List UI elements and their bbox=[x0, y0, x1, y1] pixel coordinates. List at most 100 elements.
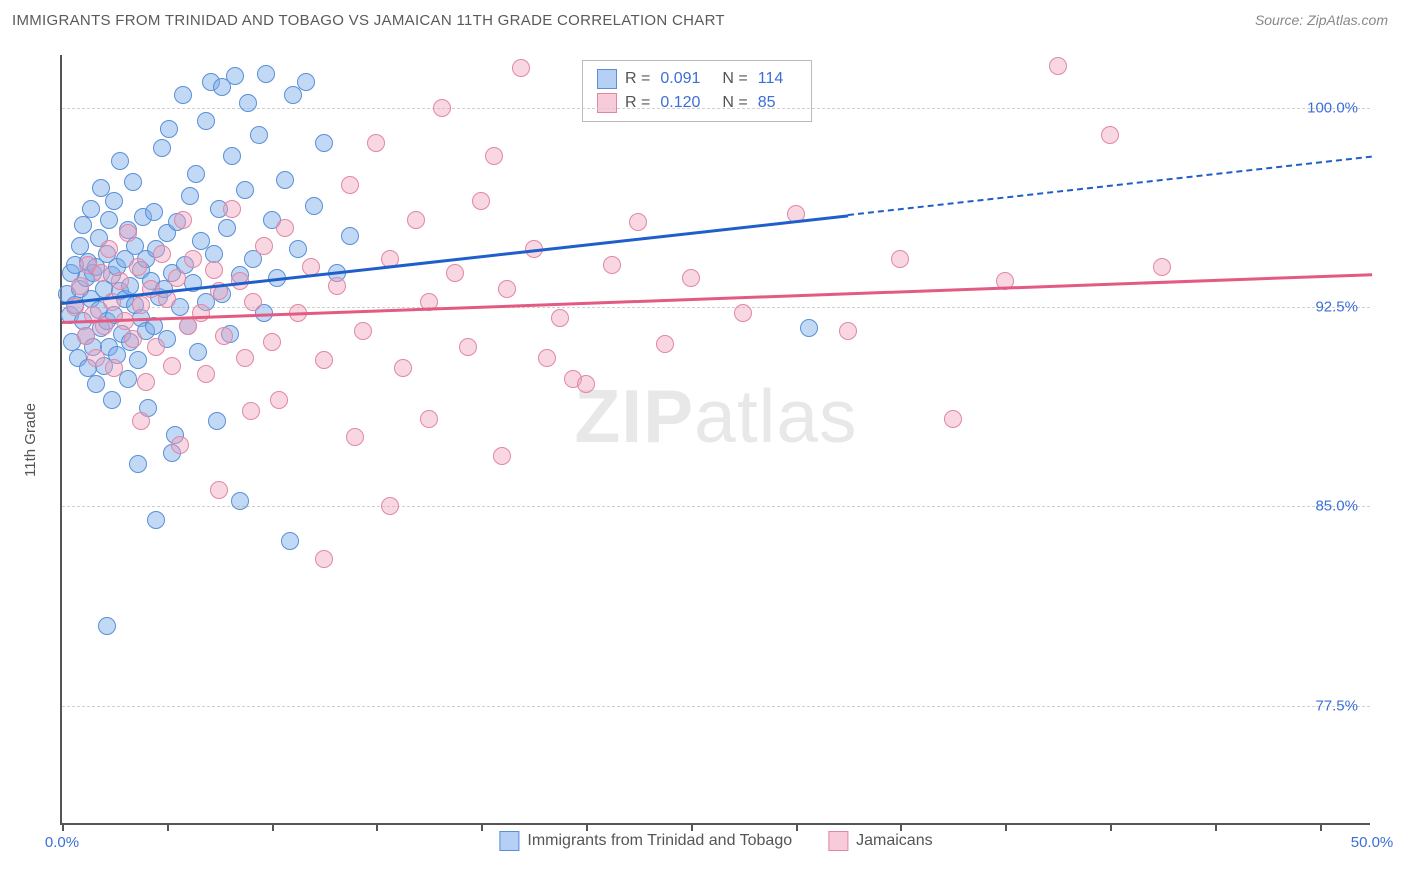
x-tick-mark bbox=[691, 823, 693, 831]
x-tick-mark bbox=[376, 823, 378, 831]
scatter-point bbox=[341, 227, 359, 245]
scatter-point bbox=[163, 357, 181, 375]
scatter-point bbox=[129, 455, 147, 473]
scatter-point bbox=[682, 269, 700, 287]
x-tick-mark bbox=[796, 823, 798, 831]
scatter-point bbox=[82, 200, 100, 218]
scatter-point bbox=[407, 211, 425, 229]
gridline-h bbox=[62, 706, 1370, 707]
scatter-point bbox=[800, 319, 818, 337]
scatter-point bbox=[305, 197, 323, 215]
series-legend-item-1: Jamaicans bbox=[828, 831, 932, 851]
legend-row-series-1: R = 0.120 N = 85 bbox=[597, 91, 797, 115]
scatter-point bbox=[242, 402, 260, 420]
x-tick-mark bbox=[586, 823, 588, 831]
x-tick-mark bbox=[167, 823, 169, 831]
scatter-point bbox=[1153, 258, 1171, 276]
scatter-point bbox=[189, 343, 207, 361]
x-tick-mark bbox=[481, 823, 483, 831]
scatter-point bbox=[145, 203, 163, 221]
scatter-point bbox=[210, 481, 228, 499]
x-tick-label: 50.0% bbox=[1351, 834, 1394, 851]
x-tick-mark bbox=[272, 823, 274, 831]
source-attribution: Source: ZipAtlas.com bbox=[1255, 12, 1388, 28]
legend-n-label-0: N = bbox=[722, 70, 747, 88]
scatter-point bbox=[498, 280, 516, 298]
series-legend-swatch-1 bbox=[828, 831, 848, 851]
series-legend-swatch-0 bbox=[499, 831, 519, 851]
scatter-point bbox=[103, 391, 121, 409]
scatter-point bbox=[105, 359, 123, 377]
scatter-point bbox=[250, 126, 268, 144]
scatter-point bbox=[124, 173, 142, 191]
source-label: Source: bbox=[1255, 12, 1303, 28]
watermark-atlas: atlas bbox=[694, 374, 857, 458]
scatter-point bbox=[174, 211, 192, 229]
scatter-point bbox=[218, 219, 236, 237]
scatter-point bbox=[77, 327, 95, 345]
scatter-point bbox=[551, 309, 569, 327]
y-tick-label: 85.0% bbox=[1315, 498, 1358, 515]
series-legend-item-0: Immigrants from Trinidad and Tobago bbox=[499, 831, 792, 851]
scatter-point bbox=[381, 497, 399, 515]
x-tick-mark bbox=[1320, 823, 1322, 831]
scatter-point bbox=[734, 304, 752, 322]
scatter-point bbox=[315, 550, 333, 568]
scatter-point bbox=[179, 317, 197, 335]
scatter-point bbox=[205, 261, 223, 279]
source-value: ZipAtlas.com bbox=[1307, 12, 1388, 28]
scatter-point bbox=[147, 338, 165, 356]
scatter-point bbox=[315, 134, 333, 152]
x-tick-mark bbox=[1110, 823, 1112, 831]
scatter-point bbox=[346, 428, 364, 446]
scatter-point bbox=[281, 532, 299, 550]
legend-r-label-1: R = bbox=[625, 94, 650, 112]
scatter-point bbox=[187, 165, 205, 183]
scatter-point bbox=[289, 240, 307, 258]
scatter-point bbox=[263, 333, 281, 351]
scatter-point bbox=[231, 492, 249, 510]
scatter-point bbox=[197, 112, 215, 130]
series-legend-label-0: Immigrants from Trinidad and Tobago bbox=[527, 832, 792, 850]
scatter-point bbox=[98, 617, 116, 635]
scatter-point bbox=[255, 237, 273, 255]
scatter-point bbox=[577, 375, 595, 393]
scatter-point bbox=[100, 211, 118, 229]
scatter-point bbox=[297, 73, 315, 91]
scatter-point bbox=[944, 410, 962, 428]
scatter-point bbox=[394, 359, 412, 377]
scatter-point bbox=[485, 147, 503, 165]
scatter-point bbox=[147, 511, 165, 529]
scatter-point bbox=[276, 171, 294, 189]
scatter-point bbox=[129, 258, 147, 276]
x-tick-mark bbox=[62, 823, 64, 831]
y-axis-label: 11th Grade bbox=[22, 403, 39, 477]
scatter-point bbox=[181, 187, 199, 205]
scatter-point bbox=[493, 447, 511, 465]
scatter-point bbox=[153, 139, 171, 157]
x-tick-mark bbox=[1005, 823, 1007, 831]
scatter-point bbox=[74, 216, 92, 234]
legend-r-label-0: R = bbox=[625, 70, 650, 88]
scatter-point bbox=[512, 59, 530, 77]
scatter-point bbox=[71, 277, 89, 295]
series-legend: Immigrants from Trinidad and Tobago Jama… bbox=[499, 831, 932, 851]
correlation-legend: R = 0.091 N = 114 R = 0.120 N = 85 bbox=[582, 60, 812, 122]
legend-r-value-1: 0.120 bbox=[660, 94, 700, 112]
scatter-point bbox=[459, 338, 477, 356]
chart-title: IMMIGRANTS FROM TRINIDAD AND TOBAGO VS J… bbox=[12, 12, 725, 29]
scatter-point bbox=[367, 134, 385, 152]
scatter-point bbox=[215, 327, 233, 345]
scatter-point bbox=[236, 181, 254, 199]
scatter-point bbox=[1101, 126, 1119, 144]
x-tick-mark bbox=[900, 823, 902, 831]
plot-area: ZIPatlas R = 0.091 N = 114 R = 0.120 N =… bbox=[60, 55, 1370, 825]
scatter-point bbox=[446, 264, 464, 282]
legend-n-value-1: 85 bbox=[758, 94, 776, 112]
scatter-point bbox=[226, 67, 244, 85]
scatter-point bbox=[137, 373, 155, 391]
scatter-point bbox=[87, 375, 105, 393]
scatter-point bbox=[100, 240, 118, 258]
scatter-point bbox=[257, 65, 275, 83]
scatter-point bbox=[208, 412, 226, 430]
